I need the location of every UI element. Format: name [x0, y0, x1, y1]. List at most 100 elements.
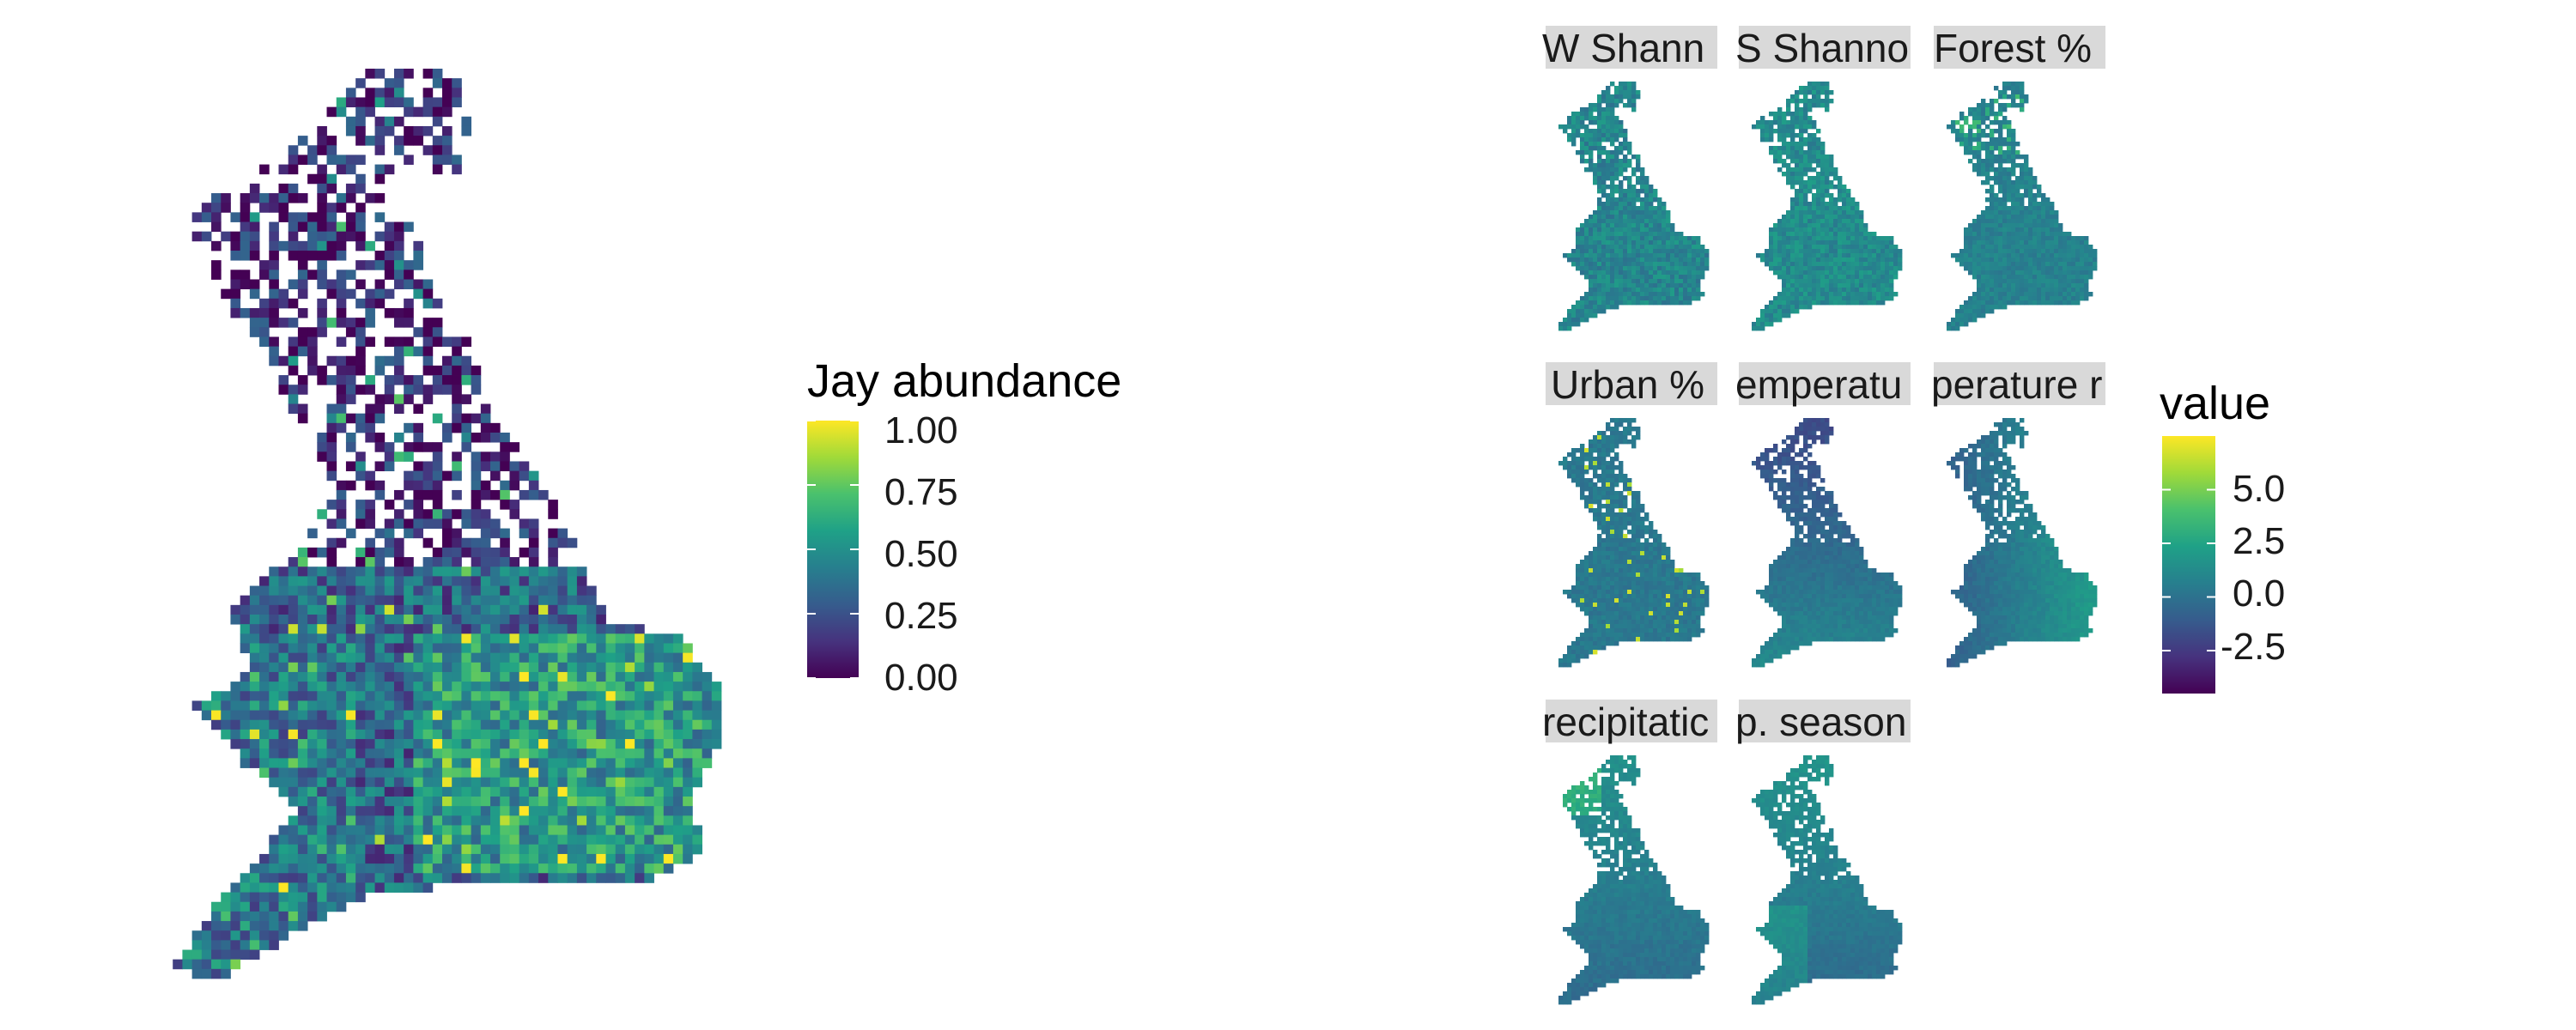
facet-1-cell [1636, 283, 1641, 288]
facet-3-cell [1985, 163, 1990, 168]
facet-3-cell [1972, 232, 1978, 237]
abundance-cell [191, 212, 203, 222]
facet-3-cell [2045, 270, 2050, 276]
abundance-cell [393, 69, 404, 79]
facet-3-cell [1998, 270, 2003, 276]
abundance-cell [432, 729, 443, 740]
facet-3-cell [2058, 253, 2063, 258]
abundance-cell [365, 509, 375, 519]
abundance-cell [432, 318, 443, 328]
facet-1-cell [1589, 120, 1594, 125]
abundance-cell [355, 318, 366, 328]
facet-1-cell [1704, 266, 1710, 271]
facet-3-cell [2024, 185, 2029, 190]
abundance-cell [269, 566, 279, 577]
facet-3-cell [2015, 150, 2020, 155]
facet-2-cell [1799, 150, 1804, 155]
abundance-cell [355, 767, 366, 779]
facet-3-cell [1985, 176, 1990, 181]
abundance-cell [269, 777, 279, 788]
abundance-cell [538, 604, 549, 615]
facet-1-cell [1640, 206, 1645, 211]
abundance-cell [442, 682, 453, 692]
facet-1-cell [1683, 288, 1688, 293]
facet-2-cell [1790, 176, 1795, 181]
abundance-cell [480, 729, 491, 740]
facet-1-cell [1606, 232, 1611, 237]
abundance-cell [683, 682, 693, 692]
facet-2-cell [1782, 129, 1787, 134]
facet-2-cell [1829, 193, 1834, 198]
abundance-cell [586, 786, 597, 797]
facet-2-cell [1795, 112, 1800, 117]
abundance-cell [384, 231, 395, 242]
facet-3-cell [1959, 249, 1965, 254]
abundance-cell [538, 719, 549, 730]
facet-1-cell [1679, 258, 1684, 263]
facet-2-cell [1777, 112, 1783, 117]
facet-1-cell [1657, 219, 1662, 224]
abundance-cell [365, 500, 375, 510]
facet-2-cell [1885, 270, 1890, 276]
facet-2-cell [1756, 326, 1761, 331]
facet-1-cell [1666, 210, 1671, 215]
facet-1-cell [1666, 266, 1671, 271]
facet-1-cell [1597, 159, 1602, 164]
facet-1-cell [1644, 275, 1649, 280]
abundance-cell [191, 940, 203, 950]
abundance-cell [615, 624, 626, 634]
abundance-cell [557, 719, 568, 730]
facet-2-cell [1769, 137, 1774, 142]
abundance-cell [567, 624, 578, 634]
facet-1-cell [1580, 300, 1585, 306]
abundance-cell [393, 806, 404, 816]
abundance-cell [326, 500, 337, 510]
abundance-cell [240, 892, 251, 903]
abundance-cell [557, 748, 568, 759]
abundance-cell [480, 682, 491, 692]
abundance-cell [548, 624, 558, 634]
abundance-cell [413, 125, 423, 136]
facet-1-cell [1692, 296, 1697, 301]
facet-1-cell [1683, 262, 1688, 267]
facet-2-cell [1760, 116, 1765, 121]
facet-1-cell [1593, 253, 1598, 258]
abundance-cell [288, 221, 299, 233]
abundance-cell [297, 873, 308, 883]
abundance-cell [307, 615, 318, 625]
abundance-cell [605, 691, 617, 701]
facet-3-cell [2028, 223, 2033, 228]
facet-2-cell [1786, 124, 1791, 130]
facet-3-cell [2024, 275, 2029, 280]
abundance-cell [461, 125, 472, 136]
abundance-cell [519, 863, 530, 874]
facet-1-cell [1567, 137, 1572, 142]
facet-1-cell [1584, 309, 1589, 314]
facet-1-cell [1567, 124, 1572, 130]
abundance-cell [404, 106, 414, 118]
facet-2-cell [1880, 240, 1886, 245]
facet-1-cell [1649, 296, 1654, 301]
facet-3-cell [2020, 103, 2025, 108]
abundance-cell [432, 164, 443, 175]
abundance-cell [663, 682, 674, 692]
abundance-cell [336, 624, 347, 634]
facet-2-cell [1795, 275, 1800, 280]
facet-2-cell [1842, 270, 1847, 276]
abundance-cell [384, 221, 395, 233]
facet-3-cell [1968, 232, 1973, 237]
facet-2-cell [1850, 296, 1856, 301]
facet-1-cell [1631, 245, 1637, 250]
facet-3-cell [2084, 262, 2089, 267]
abundance-cell [624, 834, 635, 845]
abundance-cell [326, 403, 337, 415]
facet-3-cell [2024, 210, 2029, 215]
abundance-cell [297, 595, 308, 606]
facet-1-cell [1589, 150, 1594, 155]
facet-3-cell [2088, 253, 2093, 258]
facet-3-cell [1985, 223, 1990, 228]
abundance-cell [269, 671, 279, 682]
facet-3-cell [1985, 270, 1990, 276]
abundance-cell [452, 719, 462, 730]
facet-3-cell [1959, 137, 1965, 142]
